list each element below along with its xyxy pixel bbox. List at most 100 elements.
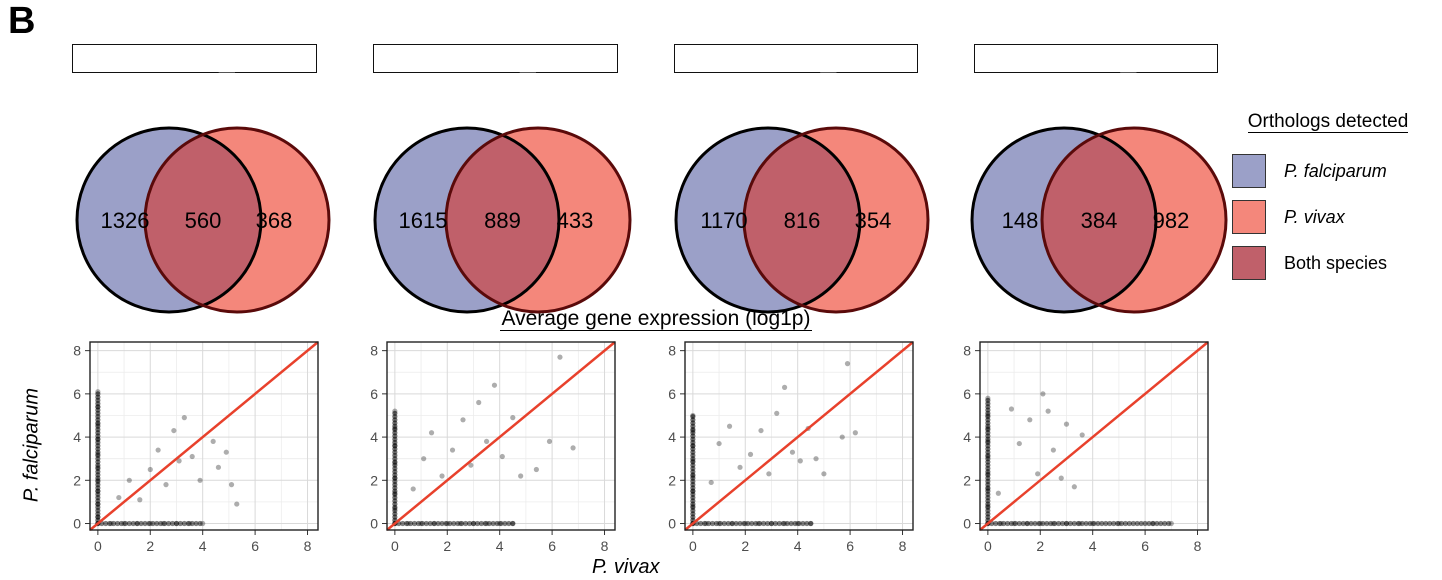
data-point bbox=[533, 466, 539, 473]
data-point-dense bbox=[459, 520, 465, 527]
data-point-dense bbox=[764, 520, 771, 527]
y-axis-title: P. falciparum bbox=[20, 387, 43, 503]
data-point-dense bbox=[741, 520, 747, 527]
data-point bbox=[189, 453, 195, 460]
data-point bbox=[171, 427, 177, 434]
plot-border bbox=[386, 341, 616, 531]
cluster-label-c4: ORTHO_C4 bbox=[974, 44, 1218, 74]
data-point-dense bbox=[154, 520, 160, 527]
data-point-dense bbox=[733, 520, 739, 527]
scatter-plot-3 bbox=[680, 341, 914, 535]
data-point bbox=[518, 473, 524, 479]
x-tick-label: 8 bbox=[899, 538, 907, 554]
data-point-dense bbox=[95, 391, 101, 397]
data-point-dense bbox=[404, 520, 410, 527]
data-point-dense bbox=[776, 520, 782, 527]
data-point-dense bbox=[431, 520, 437, 527]
data-point-dense bbox=[1012, 520, 1018, 527]
data-point-dense bbox=[478, 520, 484, 527]
venn-label-both: 560 bbox=[185, 208, 222, 233]
data-point bbox=[176, 458, 182, 464]
venn-2 bbox=[373, 126, 632, 314]
data-point-dense bbox=[189, 520, 195, 527]
data-point bbox=[852, 430, 858, 436]
data-point-dense bbox=[185, 520, 191, 527]
data-point-dense bbox=[435, 520, 441, 527]
data-point bbox=[839, 434, 845, 440]
data-point-dense bbox=[804, 520, 810, 527]
x-tick-label: 8 bbox=[304, 538, 312, 554]
section-title: Average gene expression (log1p) bbox=[480, 307, 832, 331]
data-point bbox=[449, 447, 456, 453]
venn-label-falciparum-only: 1170 bbox=[700, 208, 747, 233]
data-point-dense bbox=[1158, 520, 1164, 527]
x-tick-label: 6 bbox=[846, 538, 854, 554]
data-point-dense bbox=[1091, 520, 1097, 527]
data-point bbox=[147, 466, 153, 473]
data-point-dense bbox=[757, 520, 763, 527]
x-tick-label: 2 bbox=[146, 538, 154, 554]
data-point-dense bbox=[745, 520, 751, 527]
y-tick-label: 0 bbox=[370, 516, 378, 532]
data-point bbox=[510, 415, 516, 421]
data-point-dense bbox=[1059, 520, 1066, 527]
data-point-dense bbox=[737, 520, 743, 527]
data-point bbox=[1058, 475, 1064, 481]
y-tick-label: 0 bbox=[668, 516, 676, 532]
data-point-dense bbox=[1071, 520, 1077, 527]
data-point-dense bbox=[1008, 520, 1015, 527]
data-point bbox=[789, 449, 796, 455]
data-point-dense bbox=[997, 520, 1003, 527]
legend-title: Orthologs detected bbox=[1228, 111, 1428, 133]
data-point-dense bbox=[419, 520, 425, 527]
venn-overlap bbox=[446, 128, 559, 312]
data-point-dense bbox=[800, 520, 806, 527]
data-point-dense bbox=[729, 520, 735, 527]
data-point-dense bbox=[1162, 520, 1168, 527]
data-point bbox=[726, 423, 733, 429]
venn-1 bbox=[75, 126, 331, 314]
data-point-dense bbox=[725, 520, 731, 527]
data-point-dense bbox=[1024, 520, 1030, 527]
data-point-dense bbox=[1114, 520, 1121, 527]
y-tick-label: 2 bbox=[963, 472, 971, 488]
y-tick-label: 2 bbox=[73, 472, 81, 488]
x-tick-label: 4 bbox=[1089, 538, 1097, 554]
data-point bbox=[116, 494, 122, 501]
data-point-dense bbox=[400, 520, 406, 527]
data-point bbox=[821, 471, 827, 477]
data-point-dense bbox=[993, 520, 999, 527]
data-point-dense bbox=[498, 520, 504, 527]
data-point bbox=[1040, 391, 1046, 397]
data-point bbox=[155, 447, 161, 453]
x-tick-label: 6 bbox=[251, 538, 259, 554]
venn-outline-vivax bbox=[444, 126, 632, 314]
venn-3 bbox=[674, 126, 930, 314]
venn-outline-falciparum bbox=[373, 126, 561, 314]
data-point-dense bbox=[107, 520, 113, 527]
legend-label-both: Both species bbox=[1284, 253, 1388, 273]
data-point bbox=[460, 417, 466, 423]
data-point bbox=[1027, 417, 1033, 423]
data-point-dense bbox=[162, 520, 168, 527]
data-point-dense bbox=[169, 520, 176, 527]
reference-line bbox=[89, 341, 319, 531]
data-point-dense bbox=[122, 520, 128, 527]
data-point-dense bbox=[709, 520, 716, 527]
data-point-dense bbox=[1067, 520, 1074, 527]
data-point-dense bbox=[698, 520, 704, 527]
data-point bbox=[491, 382, 498, 388]
y-tick-label: 2 bbox=[668, 472, 676, 488]
data-point-dense bbox=[197, 520, 203, 527]
section-title-text: Average gene expression (log1p) bbox=[499, 307, 813, 331]
data-point-dense bbox=[1020, 520, 1026, 527]
data-point bbox=[1050, 447, 1056, 453]
data-point-dense bbox=[1138, 520, 1144, 527]
data-point-dense bbox=[126, 520, 132, 527]
data-point-dense bbox=[1099, 520, 1105, 527]
data-point-dense bbox=[1122, 520, 1129, 527]
y-tick-label: 0 bbox=[73, 516, 81, 532]
data-point-dense bbox=[1032, 520, 1038, 527]
data-point-dense bbox=[796, 520, 802, 527]
data-point-dense bbox=[1107, 520, 1113, 527]
